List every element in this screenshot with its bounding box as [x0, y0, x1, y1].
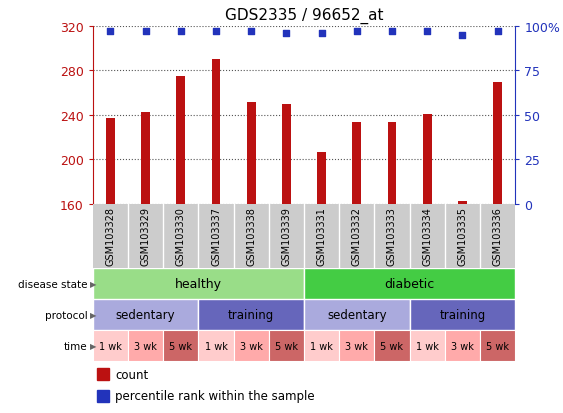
Bar	[493, 82, 502, 204]
Text: GSM103339: GSM103339	[282, 206, 292, 265]
Text: 3 wk: 3 wk	[134, 341, 157, 351]
Text: sedentary: sedentary	[327, 309, 387, 321]
Text: GSM103328: GSM103328	[105, 206, 115, 265]
Bar	[247, 102, 256, 204]
Bar	[141, 112, 150, 204]
Text: GSM103334: GSM103334	[422, 206, 432, 265]
Bar	[304, 268, 515, 299]
Text: GSM103332: GSM103332	[352, 206, 362, 265]
Text: time: time	[64, 341, 87, 351]
Text: sedentary: sedentary	[116, 309, 176, 321]
Point	[212, 29, 221, 36]
Text: 1 wk: 1 wk	[310, 341, 333, 351]
Text: healthy: healthy	[175, 278, 222, 290]
Text: 5 wk: 5 wk	[275, 341, 298, 351]
Point	[352, 29, 361, 36]
Text: GSM103333: GSM103333	[387, 206, 397, 265]
Bar	[199, 330, 234, 361]
Point	[106, 29, 115, 36]
Bar	[97, 368, 109, 380]
Text: 1 wk: 1 wk	[415, 341, 439, 351]
Bar	[199, 299, 304, 330]
Point	[317, 31, 326, 37]
Text: percentile rank within the sample: percentile rank within the sample	[115, 389, 315, 402]
Bar	[339, 330, 374, 361]
Bar	[352, 122, 361, 204]
Text: 5 wk: 5 wk	[381, 341, 404, 351]
Bar	[282, 104, 291, 204]
Bar	[410, 299, 515, 330]
Text: disease state: disease state	[18, 279, 87, 289]
Text: training: training	[228, 309, 274, 321]
Bar	[176, 77, 185, 204]
Bar	[234, 330, 269, 361]
Point	[493, 29, 502, 36]
Text: 3 wk: 3 wk	[345, 341, 368, 351]
Text: ▶: ▶	[90, 280, 97, 288]
Point	[141, 29, 150, 36]
Text: diabetic: diabetic	[385, 278, 435, 290]
Bar	[93, 268, 304, 299]
Bar	[106, 119, 115, 204]
Bar	[269, 330, 304, 361]
Bar	[304, 299, 410, 330]
Text: count: count	[115, 368, 149, 381]
Bar	[480, 330, 515, 361]
Bar	[304, 330, 339, 361]
Text: GSM103336: GSM103336	[493, 206, 503, 265]
Text: GSM103337: GSM103337	[211, 206, 221, 265]
Point	[176, 29, 185, 36]
Text: training: training	[439, 309, 485, 321]
Bar	[128, 330, 163, 361]
Text: GSM103331: GSM103331	[316, 206, 327, 265]
Text: GSM103330: GSM103330	[176, 206, 186, 265]
Point	[282, 31, 291, 37]
Text: 5 wk: 5 wk	[169, 341, 193, 351]
Bar	[458, 201, 467, 204]
Bar	[387, 122, 396, 204]
Text: 1 wk: 1 wk	[99, 341, 122, 351]
Text: GSM103335: GSM103335	[457, 206, 467, 265]
Point	[458, 32, 467, 39]
Text: GSM103329: GSM103329	[141, 206, 151, 265]
Title: GDS2335 / 96652_at: GDS2335 / 96652_at	[225, 8, 383, 24]
Bar	[423, 114, 432, 204]
Bar	[374, 330, 410, 361]
Text: 3 wk: 3 wk	[451, 341, 474, 351]
Bar	[317, 152, 326, 204]
Text: ▶: ▶	[90, 311, 97, 319]
Point	[423, 29, 432, 36]
Text: protocol: protocol	[44, 310, 87, 320]
Bar	[445, 330, 480, 361]
Bar	[93, 330, 128, 361]
Bar	[163, 330, 199, 361]
Text: 3 wk: 3 wk	[240, 341, 263, 351]
Text: GSM103338: GSM103338	[246, 206, 256, 265]
Bar	[93, 299, 199, 330]
Bar	[410, 330, 445, 361]
Bar	[212, 60, 221, 204]
Point	[247, 29, 256, 36]
Text: 1 wk: 1 wk	[204, 341, 227, 351]
Point	[387, 29, 396, 36]
Text: 5 wk: 5 wk	[486, 341, 509, 351]
Text: ▶: ▶	[90, 342, 97, 350]
Bar	[97, 390, 109, 402]
